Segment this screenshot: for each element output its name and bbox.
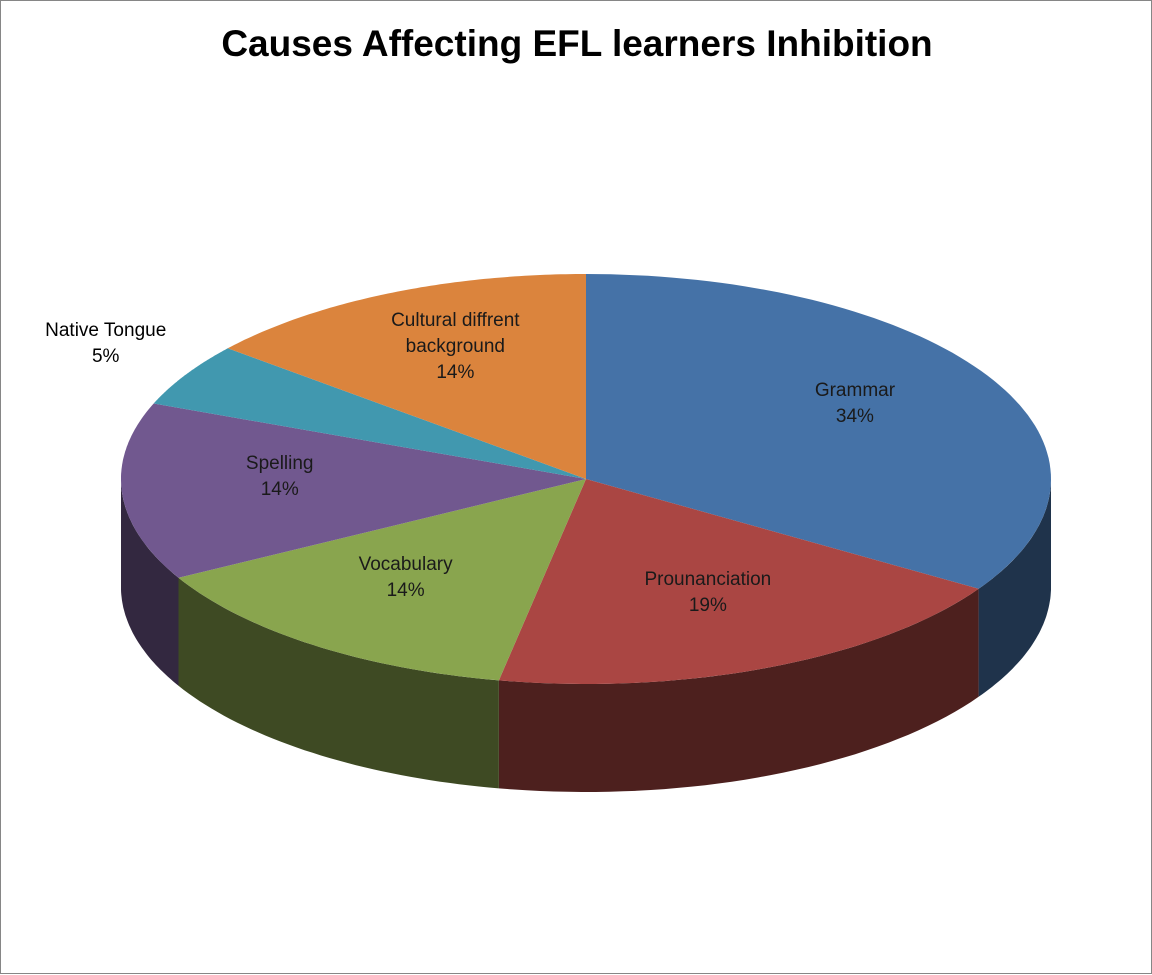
pie-side xyxy=(121,479,179,686)
slice-name: Native Tongue xyxy=(45,319,167,341)
pie-side xyxy=(178,577,499,789)
pie-side xyxy=(498,588,979,792)
data-label: Native Tongue 5% xyxy=(21,318,191,370)
pie-side xyxy=(978,479,1051,697)
data-label: Vocabulary 14% xyxy=(321,552,491,604)
pie-slice xyxy=(178,479,586,681)
pie-slice xyxy=(498,479,979,684)
slice-name: Cultural diffrent background xyxy=(391,309,520,357)
pie-slice xyxy=(227,274,586,479)
slice-value: 14% xyxy=(386,580,425,602)
data-label: Cultural diffrent background 14% xyxy=(370,308,540,386)
slice-name: Prounanciation xyxy=(644,569,772,591)
data-label: Grammar 34% xyxy=(770,378,940,430)
pie-slice xyxy=(153,348,586,479)
slice-value: 14% xyxy=(260,479,299,501)
pie-slice xyxy=(586,274,1051,589)
slice-value: 34% xyxy=(835,405,874,427)
slice-name: Spelling xyxy=(245,453,314,475)
chart-title: Causes Affecting EFL learners Inhibition xyxy=(221,23,933,64)
slice-name: Grammar xyxy=(814,379,896,401)
slice-value: 14% xyxy=(436,361,475,383)
pie-slice xyxy=(121,403,586,578)
slice-name: Vocabulary xyxy=(358,554,453,576)
slice-value: 19% xyxy=(688,595,727,617)
data-label: Prounanciation 19% xyxy=(623,567,793,619)
data-label: Spelling 14% xyxy=(195,451,365,503)
slice-value: 5% xyxy=(91,345,120,367)
